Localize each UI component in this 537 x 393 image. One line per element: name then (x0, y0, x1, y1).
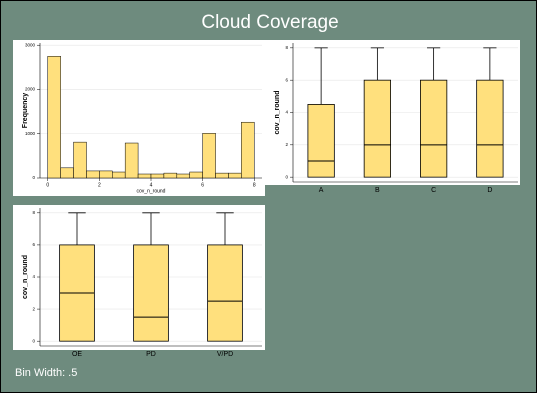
box (363, 79, 391, 178)
y-tick-label: 0 (285, 174, 288, 179)
x-tick-label: 8 (253, 182, 256, 188)
y-tick-label: 1000 (25, 131, 36, 136)
y-tick-label: 6 (32, 242, 35, 247)
bar (176, 173, 190, 179)
bar (73, 141, 87, 179)
box (207, 244, 243, 342)
y-tick-label: 4 (32, 274, 35, 279)
bar (137, 173, 152, 179)
x-tick-label: D (487, 187, 492, 194)
bar (202, 133, 216, 179)
bar (189, 171, 203, 179)
x-tick-label: 0 (46, 182, 49, 188)
box (476, 79, 504, 178)
box (133, 244, 169, 342)
y-tick-label: 4 (285, 110, 288, 115)
y-tick-label: 2 (32, 306, 35, 311)
y-tick-label: 6 (285, 77, 288, 82)
y-axis-label: cov_n_round (22, 255, 29, 299)
y-tick-label: 2000 (25, 87, 36, 92)
x-tick-label: A (319, 187, 324, 194)
y-tick-label: 3000 (25, 42, 36, 47)
bar (215, 172, 229, 179)
y-axis-label: Frequency (22, 93, 29, 129)
chart-title: Cloud Coverage (201, 12, 338, 33)
note: Bin Width: .5 (15, 367, 77, 379)
x-tick-label: C (431, 187, 436, 194)
bar (86, 170, 100, 179)
x-axis-label: cov_n_round (137, 188, 166, 194)
bar (124, 142, 139, 179)
x-tick-label: 6 (201, 182, 204, 188)
bar (112, 171, 126, 179)
x-tick-label: PD (146, 351, 156, 358)
y-tick-label: 8 (32, 210, 35, 215)
y-axis-label: cov_n_round (274, 91, 281, 135)
bar (163, 172, 178, 179)
x-tick-label: 4 (150, 182, 153, 188)
bar (228, 172, 242, 179)
y-tick-label: 0 (32, 175, 35, 180)
x-tick-label: OE (72, 351, 82, 358)
box (420, 79, 448, 178)
bar (99, 170, 113, 179)
bar (150, 173, 165, 179)
y-tick-label: 0 (32, 338, 35, 343)
x-tick-label: V/PD (217, 351, 233, 358)
x-tick-label: B (375, 187, 380, 194)
bar (241, 121, 255, 179)
x-tick-label: 2 (98, 182, 101, 188)
bar (60, 167, 74, 179)
y-tick-label: 8 (285, 45, 288, 50)
box (307, 104, 335, 178)
y-tick-label: 2 (285, 142, 288, 147)
bar (47, 56, 61, 179)
